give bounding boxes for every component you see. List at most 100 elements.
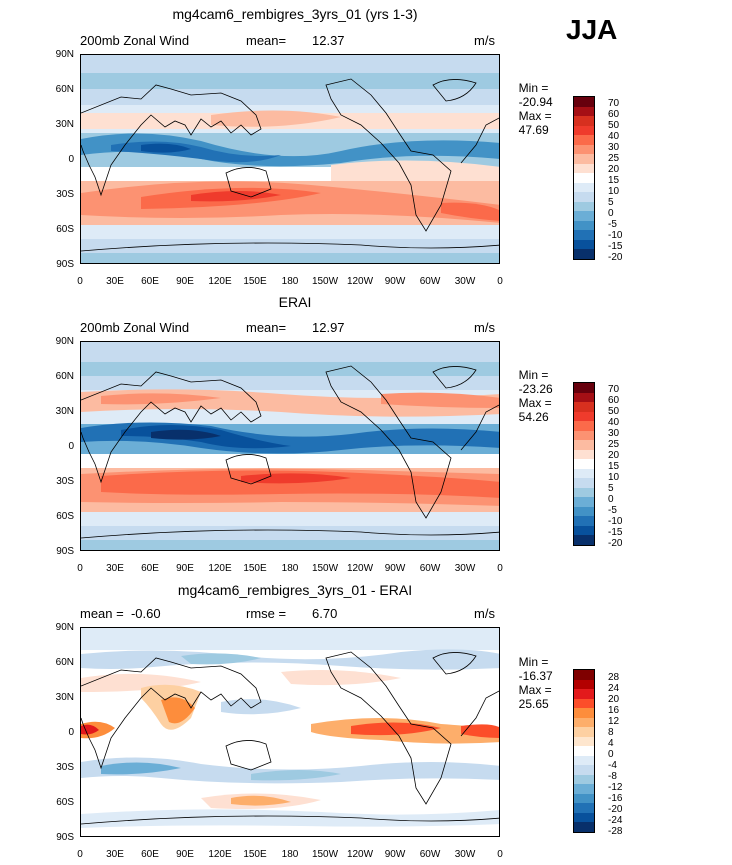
colorbar-swatch [574,679,594,690]
panel-2-lat-label: 90S [56,546,74,557]
colorbar-swatch [574,698,594,709]
panel-3-colorbar-label: 16 [608,705,620,716]
colorbar-swatch [574,468,594,479]
panel-1-colorbar-label: 70 [608,98,620,109]
panel-1-lon-label: 30W [454,276,476,287]
panel-1-lon-label: 120W [346,276,374,287]
panel-1-stats: Min = -20.94 Max = 47.69 [512,67,553,137]
panel-3-mean-label: mean = -0.60 [80,606,161,621]
colorbar-swatch [574,154,594,164]
panel-1-colorbar-label: -15 [608,241,623,252]
panel-3-lat-label: 90S [56,832,74,843]
colorbar-swatch [574,535,594,545]
panel-3-colorbar-label: -24 [608,815,623,826]
panel-2-lon-label: 0 [77,563,83,574]
panel-1-lon-label: 0 [77,276,83,287]
colorbar-swatch [574,736,594,747]
panel-2-lon-label: 60E [141,563,159,574]
panel-1-colorbar-label: 60 [608,109,620,120]
panel-1-min: -20.94 [518,95,553,109]
panel-1-colorbar-label: -10 [608,230,623,241]
panel-3-title: mg4cam6_rembigres_3yrs_01 - ERAI [177,582,413,598]
panel-3-lat-label: 60N [55,657,74,668]
colorbar-swatch [574,230,594,240]
colorbar-swatch [574,106,594,117]
panel-1-lon-label: 180 [281,276,299,287]
colorbar-swatch [574,670,594,680]
panel-3-colorbar-label: 24 [608,683,620,694]
panel-2-variable-label: 200mb Zonal Wind [80,320,190,335]
panel-3-colorbar-label: 12 [608,716,620,727]
panel-2-lon-label: 120W [346,563,374,574]
colorbar-swatch [574,765,594,775]
panel-1-lon-label: 90W [384,276,406,287]
panel-3-lon-label: 0 [497,849,503,860]
panel-2-lat-label: 0 [68,441,74,452]
panel-1-map [80,54,500,264]
colorbar-swatch [574,116,594,126]
colorbar-swatch [574,392,594,403]
colorbar-swatch [574,249,594,259]
panel-3-colorbar-label: 28 [608,672,620,683]
panel-2-colorbar-label: 5 [608,483,614,494]
panel-1-lon-label: 150W [311,276,339,287]
panel-3-colorbar-label: 8 [608,727,614,738]
panel-2-colorbar-label: -20 [608,538,623,549]
panel-3-colorbar-label: -8 [608,771,617,782]
panel-2-lat-label: 30S [56,476,74,487]
panel-1-colorbar-label: 30 [608,142,620,153]
panel-1-title: mg4cam6_rembigres_3yrs_01 (yrs 1-3) [172,6,418,22]
panel-1-lon-label: 90E [176,276,194,287]
panel-2-colorbar-label: 10 [608,472,620,483]
panel-3-colorbar [573,669,595,833]
panel-1-colorbar-label: 15 [608,175,620,186]
panel-2-lon-label: 90W [384,563,406,574]
panel-2-colorbar [573,382,595,546]
panel-1-lat-label: 30N [55,119,74,130]
panel-2-colorbar-label: -10 [608,516,623,527]
panel-3-stats: Min = -16.37 Max = 25.65 [512,641,553,711]
colorbar-swatch [574,459,594,469]
panel-3-max-label: Max = [518,683,552,697]
panel-3-colorbar-label: -28 [608,826,623,837]
panel-2-mean-value: 12.97 [312,320,345,335]
panel-3-lat-label: 90N [55,622,74,633]
panel-2-lat-label: 60N [55,371,74,382]
colorbar-swatch [574,689,594,699]
panel-2-colorbar-label: 15 [608,461,620,472]
panel-1-colorbar-label: -5 [608,219,617,230]
panel-1-colorbar-label: 0 [608,208,614,219]
panel-1-colorbar-label: 50 [608,120,620,131]
panel-1-colorbar [573,96,595,260]
panel-3-min: -16.37 [518,669,553,683]
panel-1-colorbar-label: 40 [608,131,620,142]
season-label: JJA [566,14,618,45]
colorbar-swatch [574,144,594,155]
panel-3-lat-label: 0 [68,727,74,738]
panel-3-rmse-label: rmse = [246,606,287,621]
colorbar-swatch [574,182,594,193]
colorbar-swatch [574,774,594,785]
panel-2-title: ERAI [278,294,312,310]
panel-3-lon-label: 60W [419,849,441,860]
panel-3-lon-label: 120W [346,849,374,860]
panel-1-lat-label: 60N [55,84,74,95]
colorbar-swatch [574,525,594,536]
panel-1-mean-value: 12.37 [312,33,345,48]
panel-3-lon-label: 180 [281,849,299,860]
panel-1-lon-label: 120E [208,276,232,287]
panel-1-colorbar-label: 10 [608,186,620,197]
panel-1-lon-label: 60E [141,276,159,287]
panel-3-lon-label: 120E [208,849,232,860]
panel-3-colorbar-label: 20 [608,694,620,705]
colorbar-swatch [574,755,594,766]
panel-2-mean-label: mean= [246,320,287,335]
panel-1-colorbar-label: 25 [608,153,620,164]
panel-1-lon-label: 60W [419,276,441,287]
panel-3-lon-label: 30W [454,849,476,860]
panel-2-colorbar-label: 70 [608,384,620,395]
panel-2-max: 54.26 [518,410,549,424]
panel-1-lon-label: 150E [243,276,267,287]
colorbar-swatch [574,506,594,517]
panel-2-colorbar-label: 0 [608,494,614,505]
